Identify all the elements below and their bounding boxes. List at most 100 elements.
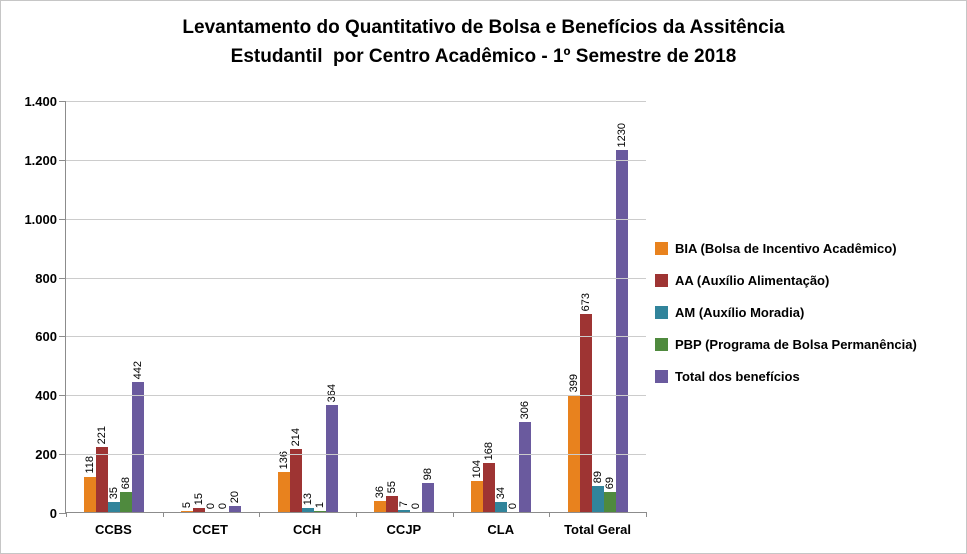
- legend-item: AM (Auxílio Moradia): [655, 305, 917, 320]
- chart-title-line1: Levantamento do Quantitativo de Bolsa e …: [182, 17, 785, 38]
- bar: 673: [579, 293, 592, 512]
- bar: 36: [374, 486, 387, 512]
- y-axis-label: 1.000: [24, 211, 57, 227]
- bar: 118: [84, 456, 97, 512]
- gridline: [66, 159, 646, 161]
- bar: 5: [181, 502, 193, 512]
- bar: 68: [120, 477, 133, 512]
- legend-item: AA (Auxílio Alimentação): [655, 273, 917, 288]
- bar-value-label: 69: [603, 476, 616, 489]
- bar: 136: [277, 451, 290, 512]
- bar-value-label: 68: [120, 476, 133, 489]
- legend: BIA (Bolsa de Incentivo Acadêmico) AA (Au…: [655, 241, 917, 384]
- chart-title: Levantamento do Quantitativo de Bolsa e …: [1, 13, 966, 71]
- y-axis-tick: [59, 101, 66, 102]
- bar-value-label: 35: [108, 486, 121, 499]
- bar: 1: [313, 502, 326, 512]
- y-axis-tick: [59, 336, 66, 338]
- y-axis-tick: [59, 218, 66, 220]
- bar-group: 36 55 7 0 98: [374, 468, 435, 512]
- x-axis-tick: [259, 512, 261, 517]
- bar-value-label: 0: [217, 502, 229, 509]
- legend-label: AA (Auxílio Alimentação): [675, 273, 830, 288]
- y-axis-labels: 0 200 400 600 800 1.000 1.200 1.400: [1, 94, 57, 521]
- legend-item: BIA (Bolsa de Incentivo Acadêmico): [655, 241, 917, 256]
- bar-value-label: 5: [181, 501, 193, 508]
- x-axis-labels: CCBS CCET CCH CCJP CLA Total Geral: [65, 522, 646, 537]
- plot-area: 118 221 35 68 442 5 15 0 0 20 136 214 13 1 364 36 55 7 0 98…: [59, 101, 647, 517]
- chart-title-line2: Estudantil por Centro Acadêmico - 1º Sem…: [230, 46, 737, 67]
- y-axis-label: 1.200: [24, 152, 57, 168]
- bar-value-label: 98: [422, 467, 435, 480]
- legend-swatch: [655, 274, 668, 287]
- bar: 221: [96, 426, 109, 512]
- legend-swatch: [655, 370, 668, 383]
- y-axis-label: 200: [35, 447, 57, 463]
- bar-value-label: 168: [483, 441, 496, 460]
- bar-value-label: 15: [193, 492, 205, 505]
- gridline: [66, 336, 646, 338]
- y-axis-label: 0: [49, 506, 57, 521]
- y-axis-tick: [59, 277, 66, 279]
- x-axis-tick: [452, 512, 454, 517]
- bar-value-label: 673: [579, 292, 592, 311]
- bar: 104: [471, 460, 484, 512]
- x-axis-tick: [646, 512, 647, 517]
- bar: 34: [495, 487, 508, 512]
- legend-swatch: [655, 242, 668, 255]
- x-axis-tick: [162, 512, 164, 517]
- category-slot: 399 673 89 69 1230: [549, 101, 646, 512]
- bar: 7: [398, 501, 411, 512]
- x-axis-label: CCET: [192, 522, 228, 537]
- legend-swatch: [655, 306, 668, 319]
- bar-group: 104 168 34 0 306: [471, 401, 532, 512]
- bar-value-label: 221: [96, 425, 109, 444]
- y-axis-tick: [59, 159, 66, 161]
- bar-value-label: 0: [205, 502, 217, 509]
- bar-value-label: 306: [519, 400, 532, 419]
- category-slot: 118 221 35 68 442: [66, 101, 163, 512]
- bar: 15: [193, 493, 205, 512]
- gridline: [66, 395, 646, 397]
- bar-value-label: 13: [301, 492, 314, 505]
- bar-group: 136 214 13 1 364: [277, 384, 338, 512]
- bar-group: 118 221 35 68 442: [84, 361, 145, 512]
- x-axis-label: CCBS: [94, 522, 132, 537]
- x-axis-label: Total Geral: [564, 522, 632, 537]
- y-axis-tick: [59, 513, 66, 514]
- gridline: [66, 454, 646, 456]
- category-slot: 36 55 7 0 98: [356, 101, 453, 512]
- gridline: [66, 101, 646, 102]
- bar-value-label: 0: [507, 502, 520, 509]
- x-axis-label: CCJP: [386, 522, 422, 537]
- gridline: [66, 277, 646, 279]
- legend-label: Total dos benefícios: [675, 369, 800, 384]
- x-axis-label: CLA: [487, 522, 515, 537]
- bar-value-label: 118: [84, 456, 97, 474]
- bar-value-label: 1230: [615, 122, 628, 147]
- y-axis-label: 600: [35, 329, 57, 345]
- bar: 364: [325, 384, 338, 512]
- legend-item: PBP (Programa de Bolsa Permanência): [655, 337, 917, 352]
- legend-label: BIA (Bolsa de Incentivo Acadêmico): [675, 241, 897, 256]
- bar: 20: [229, 491, 241, 512]
- x-axis-tick: [66, 512, 67, 517]
- bar: 13: [301, 493, 314, 512]
- bar-value-label: 0: [410, 502, 423, 509]
- bar-group: 5 15 0 0 20: [181, 491, 241, 512]
- bar-value-label: 399: [567, 373, 580, 392]
- y-axis-label: 400: [35, 388, 57, 404]
- x-axis-label: CCH: [292, 522, 322, 537]
- bar: 1230: [615, 123, 628, 512]
- category-slot: 104 168 34 0 306: [453, 101, 550, 512]
- legend-swatch: [655, 338, 668, 351]
- bar-value-label: 20: [229, 490, 241, 503]
- bar: 168: [483, 442, 496, 512]
- bar-value-label: 214: [289, 427, 302, 446]
- bar: 98: [422, 468, 435, 512]
- bar: 214: [289, 428, 302, 512]
- bar-group: 399 673 89 69 1230: [567, 123, 628, 512]
- category-slot: 5 15 0 0 20: [163, 101, 260, 512]
- bar: 89: [591, 471, 604, 512]
